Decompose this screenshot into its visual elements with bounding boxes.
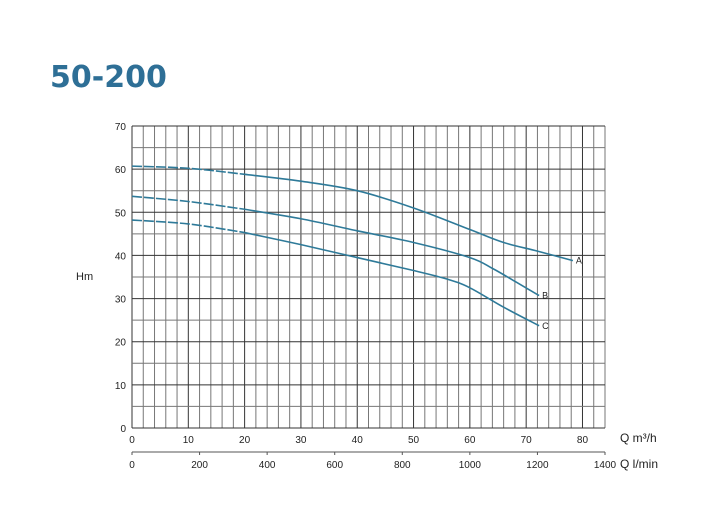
y-tick-label: 70 [115, 122, 127, 133]
x-tick-label: 80 [577, 435, 589, 446]
x2-tick-label: 600 [326, 460, 343, 471]
x2-tick-label: 1400 [594, 460, 617, 471]
x2-tick-label: 0 [129, 460, 135, 471]
x-tick-label: 40 [352, 435, 364, 446]
x-tick-label: 70 [521, 435, 533, 446]
x-tick-label: 10 [183, 435, 195, 446]
curve-C-dashed [131, 219, 245, 234]
x-tick-label: 20 [239, 435, 251, 446]
curve-label-C: C [542, 321, 549, 331]
y-tick-label: 40 [115, 251, 127, 262]
y-tick-label: 50 [115, 208, 127, 219]
curve-A-dashed [131, 165, 245, 176]
x-axis-label: Q m³/h [620, 431, 657, 445]
x2-tick-label: 800 [394, 460, 411, 471]
x-tick-label: 60 [464, 435, 476, 446]
y-tick-label: 20 [115, 338, 127, 349]
x2-axis-label: Q l/min [620, 457, 658, 471]
y-axis-label: Hm [76, 271, 93, 283]
curve-C [244, 231, 540, 327]
y-tick-label: 30 [115, 295, 127, 306]
x2-tick-label: 200 [191, 460, 208, 471]
curve-B [244, 208, 540, 297]
chart-title: 50-200 [50, 60, 167, 95]
curve-B-dashed [131, 195, 245, 211]
x-tick-label: 0 [129, 435, 135, 446]
x2-tick-label: 1200 [526, 460, 549, 471]
y-tick-label: 10 [115, 381, 127, 392]
x-tick-label: 50 [408, 435, 420, 446]
x2-tick-label: 400 [259, 460, 276, 471]
y-tick-label: 60 [115, 165, 127, 176]
curve-A [244, 173, 574, 262]
curve-label-A: A [576, 256, 582, 266]
x2-tick-label: 1000 [459, 460, 482, 471]
curve-label-B: B [542, 291, 548, 301]
y-tick-label: 0 [120, 424, 126, 435]
x-tick-label: 30 [295, 435, 307, 446]
